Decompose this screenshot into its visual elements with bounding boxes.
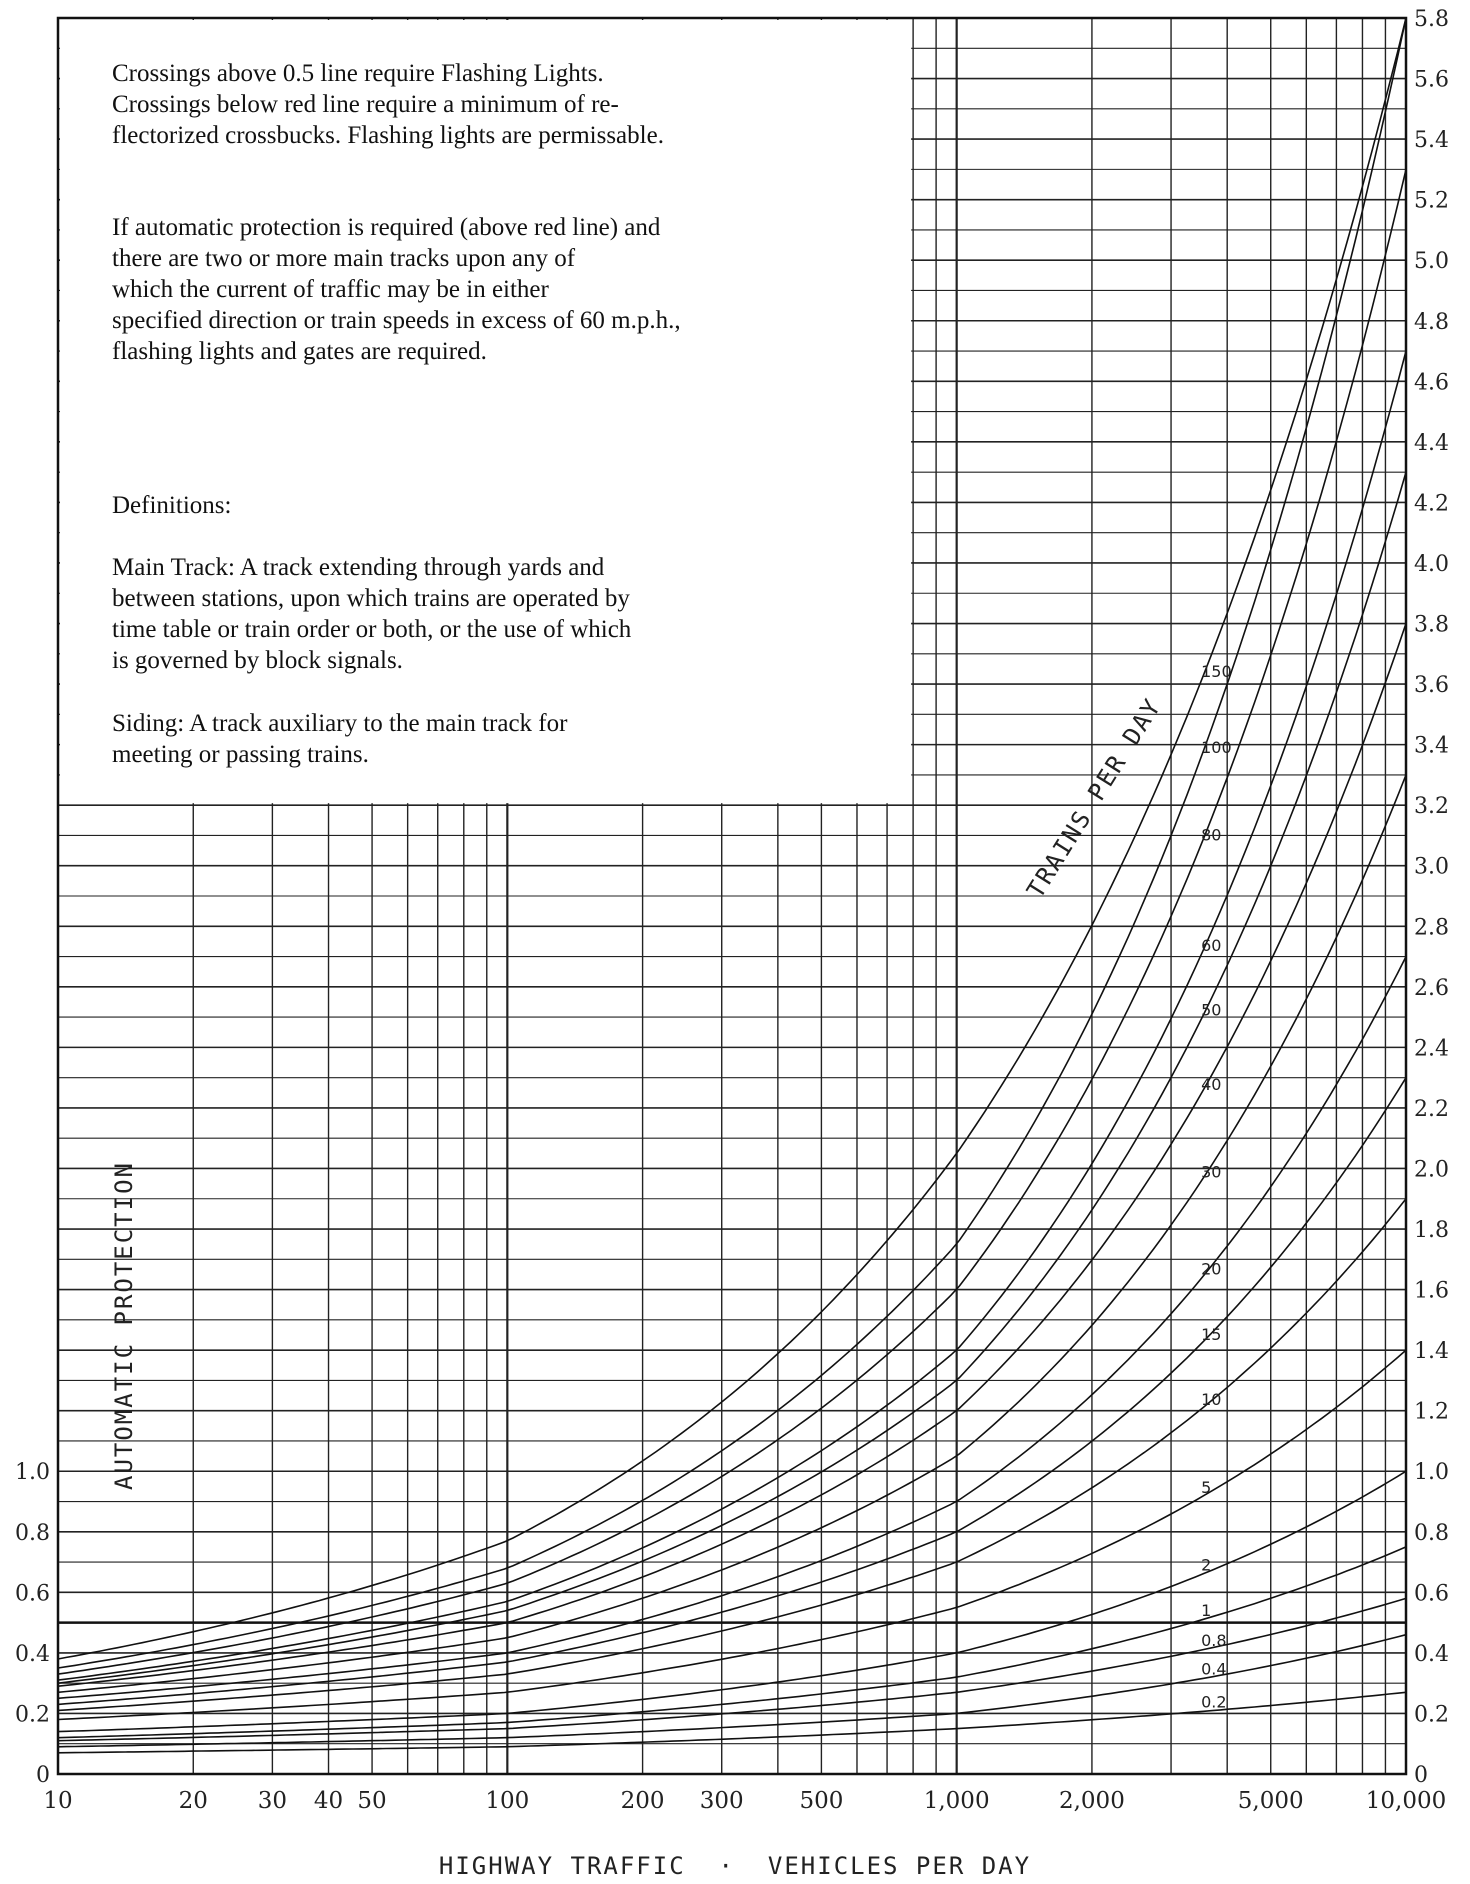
y-tick-label: 2.4	[1414, 1036, 1449, 1061]
definition-main-track: Main Track: A track extending through ya…	[112, 554, 632, 674]
y-tick-label: 0	[36, 1763, 50, 1788]
series-label: 1	[1201, 1601, 1211, 1620]
x-tick-label: 100	[485, 1788, 529, 1814]
series-label: 0.8	[1201, 1631, 1226, 1650]
series-line	[57, 169, 1407, 1675]
y-tick-label: 3.0	[1414, 855, 1449, 880]
y-tick-label: 0.4	[15, 1642, 50, 1667]
series-line	[57, 1077, 1407, 1706]
x-tick-label: 50	[357, 1788, 386, 1814]
series-line	[57, 1349, 1407, 1721]
y-tick-label: 0.6	[15, 1581, 50, 1606]
x-tick-label: 2,000	[1059, 1788, 1125, 1814]
series-label: 80	[1201, 826, 1221, 845]
series-label: 10	[1201, 1390, 1221, 1409]
y-tick-label: 2.2	[1414, 1097, 1449, 1122]
y-axis-label: AUTOMATIC PROTECTION	[110, 1161, 138, 1490]
y-tick-label: 1.6	[1414, 1279, 1449, 1304]
right-y-tick-labels: 0 0.2 0.4 0.6 0.8 1.0 1.2 1.4 1.6 1.8 2.0 2.2 2.4 2.6…	[1414, 7, 1449, 1788]
series-label: 100	[1201, 738, 1232, 757]
series-line	[57, 471, 1407, 1684]
y-tick-label: 1.0	[1414, 1460, 1449, 1485]
series-line	[57, 17, 1407, 1660]
y-tick-label: 1.2	[1414, 1400, 1449, 1425]
y-tick-label: 5.8	[1414, 7, 1449, 32]
x-tick-label: 300	[700, 1788, 744, 1814]
x-tick-label: 30	[258, 1788, 287, 1814]
notes-panel-background	[60, 20, 912, 804]
series-label: 40	[1201, 1075, 1221, 1094]
series-line	[57, 1546, 1407, 1739]
y-tick-label: 4.6	[1414, 370, 1449, 395]
series-lines	[57, 17, 1407, 1754]
series-line	[57, 350, 1407, 1681]
y-tick-label: 0.6	[1414, 1581, 1449, 1606]
series-line	[57, 1691, 1407, 1754]
y-tick-label: 1.8	[1414, 1218, 1449, 1243]
y-tick-label: 0.2	[15, 1702, 50, 1727]
x-tick-label: 1,000	[924, 1788, 990, 1814]
definitions-heading: Definitions:	[112, 492, 232, 519]
series-caption: TRAINS PER DAY	[1021, 693, 1167, 903]
series-label: 30	[1201, 1162, 1221, 1181]
series-label: 50	[1201, 1000, 1221, 1019]
note-gates-required: If automatic protection is required (abo…	[112, 214, 681, 365]
x-tick-label: 40	[314, 1788, 343, 1814]
series-label: 0.2	[1201, 1692, 1226, 1711]
y-tick-label: 5.6	[1414, 68, 1449, 93]
series-label: 2	[1201, 1556, 1211, 1575]
series-label: 60	[1201, 936, 1221, 955]
x-tick-label: 10	[43, 1788, 72, 1814]
series-labels: 0.2 0.4 0.8 1 2 5 10 15 20 30 40 50 60 80 100 150	[1201, 662, 1232, 1711]
x-tick-label: 500	[799, 1788, 843, 1814]
series-line	[57, 17, 1407, 1669]
note-flashing-lights: Crossings above 0.5 line require Flashin…	[112, 60, 664, 149]
series-label: 15	[1201, 1325, 1221, 1344]
y-tick-label: 4.2	[1414, 491, 1449, 516]
y-tick-label: 0.2	[1414, 1702, 1449, 1727]
y-tick-label: 0.8	[1414, 1521, 1449, 1546]
y-tick-label: 3.8	[1414, 613, 1449, 638]
y-tick-label: 5.2	[1414, 189, 1449, 214]
series-line	[57, 774, 1407, 1694]
series-line	[57, 1597, 1407, 1742]
x-tick-label: 20	[179, 1788, 208, 1814]
series-line	[57, 1198, 1407, 1712]
plot-frame	[56, 16, 1408, 1776]
series-line	[57, 1470, 1407, 1733]
x-tick-label: 200	[621, 1788, 665, 1814]
y-tick-label: 4.4	[1414, 431, 1449, 456]
y-tick-label: 2.6	[1414, 976, 1449, 1001]
y-tick-label: 2.0	[1414, 1157, 1449, 1182]
series-line	[57, 1633, 1407, 1748]
y-tick-label: 0.8	[15, 1521, 50, 1546]
y-tick-label: 0.4	[1414, 1642, 1449, 1667]
x-axis-label: HIGHWAY TRAFFIC · VEHICLES PER DAY	[439, 1852, 1031, 1880]
x-tick-labels: 10 20 30 40 50 100 200 300 500 1,000 2,000 5,000 10,…	[43, 1788, 1446, 1814]
left-y-tick-labels: 0 0.2 0.4 0.6 0.8 1.0	[15, 1460, 50, 1788]
series-label: 5	[1201, 1478, 1211, 1497]
y-tick-label: 3.4	[1414, 734, 1449, 759]
definition-siding: Siding: A track auxiliary to the main tr…	[112, 710, 568, 768]
y-tick-label: 5.4	[1414, 128, 1449, 153]
y-tick-label: 3.6	[1414, 673, 1449, 698]
y-tick-label: 5.0	[1414, 249, 1449, 274]
y-tick-label: 0	[1414, 1763, 1428, 1788]
y-tick-label: 4.0	[1414, 552, 1449, 577]
y-tick-label: 4.8	[1414, 310, 1449, 335]
x-tick-label: 10,000	[1366, 1788, 1446, 1814]
y-tick-label: 3.2	[1414, 794, 1449, 819]
y-tick-label: 1.4	[1414, 1339, 1449, 1364]
x-tick-label: 5,000	[1238, 1788, 1304, 1814]
series-line	[57, 623, 1407, 1687]
y-tick-label: 2.8	[1414, 915, 1449, 940]
series-label: 150	[1201, 662, 1232, 681]
series-label: 20	[1201, 1260, 1221, 1279]
series-label: 0.4	[1201, 1660, 1226, 1679]
series-line	[57, 956, 1407, 1700]
y-tick-label: 1.0	[15, 1460, 50, 1485]
